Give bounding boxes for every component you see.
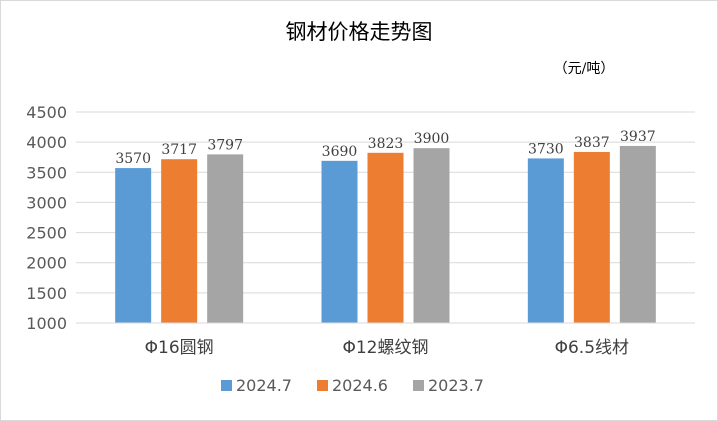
y-tick-label: 2500 xyxy=(26,224,67,243)
x-axis: Φ16圆钢 Φ12螺纹钢 Φ6.5线材 xyxy=(76,322,695,358)
legend-label: 2023.7 xyxy=(428,376,484,395)
legend-swatch xyxy=(317,380,328,391)
data-label: 3937 xyxy=(620,129,656,145)
bar xyxy=(161,159,198,323)
category-label: Φ12螺纹钢 xyxy=(342,338,428,358)
data-label: 3823 xyxy=(368,136,404,152)
data-label: 3797 xyxy=(207,137,243,153)
y-tick-label: 2000 xyxy=(26,254,67,273)
y-tick-label: 1000 xyxy=(26,314,67,333)
legend-swatch xyxy=(221,380,232,391)
unit-label: （元/吨） xyxy=(554,61,615,77)
category-label: Φ16圆钢 xyxy=(145,338,214,358)
bar xyxy=(527,158,564,323)
bar xyxy=(115,168,152,323)
bars: 3570 3717 3797 3690 3823 3900 3730 3837 3937 xyxy=(115,129,656,323)
legend: 2024.7 2024.6 2023.7 xyxy=(221,376,484,395)
legend-label: 2024.7 xyxy=(236,376,292,395)
data-label: 3900 xyxy=(414,131,450,147)
data-label: 3717 xyxy=(161,142,197,158)
y-tick-label: 4500 xyxy=(26,103,67,122)
data-label: 3730 xyxy=(528,141,564,157)
category-label: Φ6.5线材 xyxy=(555,338,629,358)
y-axis: 1000 1500 2000 2500 3000 3500 4000 4500 xyxy=(26,103,67,333)
y-tick-label: 3000 xyxy=(26,193,67,212)
chart-title: 钢材价格走势图 xyxy=(286,20,433,44)
data-label: 3690 xyxy=(322,144,358,160)
data-label: 3837 xyxy=(574,135,610,151)
legend-label: 2024.6 xyxy=(332,376,388,395)
bar xyxy=(367,152,404,323)
y-tick-label: 3500 xyxy=(26,163,67,182)
y-tick-label: 4000 xyxy=(26,133,67,152)
bar xyxy=(413,148,450,323)
bar xyxy=(619,145,656,323)
data-label: 3570 xyxy=(115,151,151,167)
y-tick-label: 1500 xyxy=(26,284,67,303)
bar xyxy=(321,160,358,323)
legend-swatch xyxy=(413,380,424,391)
bar xyxy=(573,151,610,323)
bar xyxy=(207,154,244,323)
